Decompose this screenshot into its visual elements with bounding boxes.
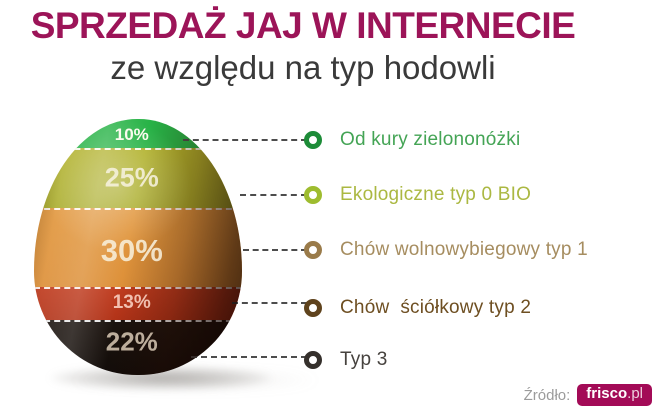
legend-label: Chów wolnowybiegowy typ 1	[340, 239, 588, 260]
segment-value-label: 22%	[105, 326, 158, 357]
leader-line-3	[243, 249, 307, 251]
frisco-brand-text: frisco	[586, 385, 628, 402]
segment-value-label: 30%	[100, 233, 163, 269]
legend-item-ekologiczne-bio: Ekologiczne typ 0 BIO	[304, 182, 531, 208]
segment-divider-4	[34, 319, 242, 322]
leader-line-2	[240, 194, 307, 196]
legend-bullet-icon	[304, 351, 322, 369]
legend-item-sciolkowy: Chów ściółkowy typ 2	[304, 295, 531, 321]
leader-line-5	[191, 356, 307, 358]
legend-item-wolnowybiegowy: Chów wolnowybiegowy typ 1	[304, 237, 588, 263]
legend-bullet-icon	[304, 186, 322, 204]
egg-chart: 10% 25% 30% 13% 22%	[34, 119, 242, 375]
segment-divider-3	[34, 286, 242, 289]
segment-divider-1	[34, 147, 242, 150]
legend-label: Typ 3	[340, 349, 388, 370]
segment-value-label: 25%	[104, 162, 159, 193]
page-title: SPRZEDAŻ JAJ W INTERNECIE	[30, 5, 576, 46]
header: SPRZEDAŻ JAJ W INTERNECIE ze względu na …	[0, 5, 606, 87]
legend-bullet-icon	[304, 241, 322, 259]
source-label: Źródło:	[523, 386, 571, 404]
legend-label: Ekologiczne typ 0 BIO	[340, 184, 532, 205]
legend-label: Chów ściółkowy typ 2	[340, 297, 532, 318]
legend-item-zielononozka: Od kury zielononóżki	[304, 127, 520, 153]
segment-value-label: 10%	[114, 125, 149, 145]
frisco-logo: frisco.pl	[577, 384, 652, 406]
source-attribution: Źródło: frisco.pl	[524, 384, 652, 406]
leader-line-1	[183, 139, 307, 141]
page-subtitle: ze względu na typ hodowli	[110, 48, 496, 86]
egg-shadow-wide	[70, 371, 320, 389]
legend-label: Od kury zielononóżki	[340, 129, 521, 150]
segment-divider-2	[34, 208, 242, 211]
legend-bullet-icon	[304, 299, 322, 317]
segment-value-label: 13%	[112, 292, 151, 314]
leader-line-4	[232, 302, 307, 304]
legend-bullet-icon	[304, 131, 322, 149]
frisco-domain-suffix: .pl	[627, 385, 643, 402]
legend-item-typ3: Typ 3	[304, 347, 387, 373]
